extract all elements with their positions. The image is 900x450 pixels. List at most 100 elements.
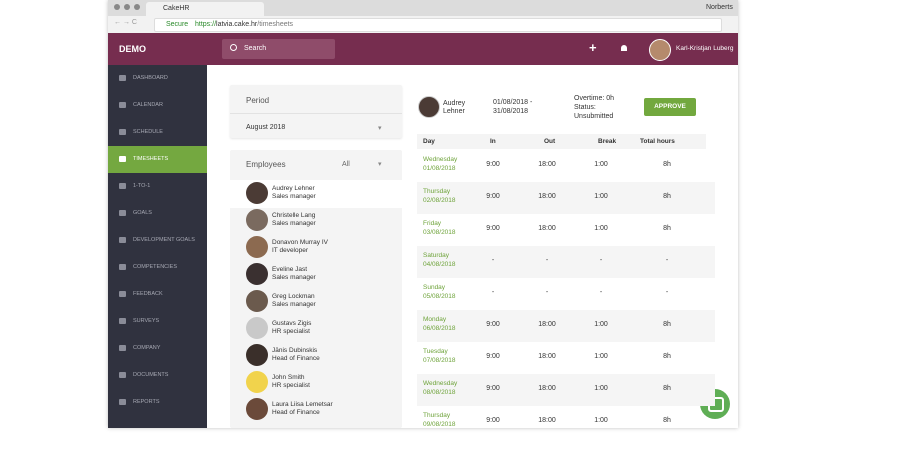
- nav-item[interactable]: GOALS: [133, 210, 152, 216]
- nav-buttons[interactable]: ← → C: [114, 19, 137, 26]
- cell-break: -: [599, 257, 603, 264]
- nav-icon[interactable]: [119, 291, 126, 297]
- nav-item[interactable]: DOCUMENTS: [133, 372, 169, 378]
- approve-button[interactable]: APPROVE: [644, 98, 696, 116]
- day-date: 09/08/2018: [423, 421, 456, 428]
- search-placeholder: Search: [244, 45, 267, 52]
- nav-icon[interactable]: [119, 372, 126, 378]
- nav-item[interactable]: DEVELOPMENT GOALS: [133, 237, 195, 243]
- employee-filter[interactable]: All: [342, 161, 350, 168]
- cell-out: 18:00: [538, 385, 556, 392]
- day-date: 08/08/2018: [423, 389, 456, 396]
- employee-role: IT developer: [272, 247, 309, 254]
- period-card: [230, 85, 402, 138]
- nav-item[interactable]: 1-TO-1: [133, 183, 151, 189]
- employee-avatar[interactable]: [246, 263, 268, 285]
- period-select[interactable]: August 2018: [246, 124, 286, 131]
- nav-icon[interactable]: [119, 264, 126, 270]
- user-avatar[interactable]: [649, 39, 671, 61]
- brand[interactable]: DEMO: [119, 44, 146, 54]
- employee-avatar[interactable]: [246, 317, 268, 339]
- employee-role: Head of Finance: [272, 409, 320, 416]
- employee-avatar[interactable]: [246, 209, 268, 231]
- employee-role: Sales manager: [272, 274, 316, 281]
- day-name: Sunday: [423, 284, 446, 291]
- cell-break: 1:00: [594, 225, 608, 232]
- employee-name[interactable]: Greg Lockman: [272, 293, 315, 300]
- day-date: 02/08/2018: [423, 197, 456, 204]
- nav-item[interactable]: SCHEDULE: [133, 129, 163, 135]
- cell-in: -: [491, 257, 495, 264]
- cell-total: 8h: [663, 225, 671, 232]
- employee-avatar[interactable]: [246, 344, 268, 366]
- nav-icon[interactable]: [119, 129, 126, 135]
- dropdown-arrow[interactable]: ▾: [378, 161, 382, 168]
- cell-total: 8h: [663, 417, 671, 424]
- cell-break: 1:00: [594, 193, 608, 200]
- tab-bar: [108, 0, 738, 16]
- tab[interactable]: [146, 2, 264, 16]
- address-bar[interactable]: [154, 18, 722, 32]
- employee-name[interactable]: John Smith: [272, 374, 305, 381]
- cell-out: -: [545, 257, 549, 264]
- day-name: Wednesday: [423, 380, 458, 387]
- nav-item[interactable]: FEEDBACK: [133, 291, 163, 297]
- cell-out: 18:00: [538, 321, 556, 328]
- nav-item[interactable]: COMPANY: [133, 345, 161, 351]
- employee-name[interactable]: Jānis Dubinskis: [272, 347, 318, 354]
- column-header: In: [490, 138, 496, 145]
- nav-item[interactable]: DASHBOARD: [133, 75, 168, 81]
- nav-item[interactable]: SURVEYS: [133, 318, 160, 324]
- employee-name[interactable]: Christelle Lang: [272, 212, 316, 219]
- day-name: Monday: [423, 316, 447, 323]
- cell-out: -: [545, 289, 549, 296]
- url-host: latvia.cake.hr: [216, 21, 258, 28]
- nav-icon[interactable]: [119, 399, 126, 405]
- cell-break: 1:00: [594, 161, 608, 168]
- row-bg: [417, 310, 715, 342]
- search-box[interactable]: [222, 39, 335, 59]
- cell-in: 9:00: [486, 321, 500, 328]
- employee-name[interactable]: Laura Liisa Lemetsar: [272, 401, 333, 408]
- last-name: Lehner: [443, 108, 465, 115]
- column-header: Day: [423, 138, 435, 145]
- nav-icon[interactable]: [119, 156, 126, 162]
- employee-avatar: [418, 96, 440, 118]
- nav-icon[interactable]: [119, 318, 126, 324]
- day-name: Saturday: [423, 252, 450, 259]
- table-header: [417, 134, 706, 149]
- employee-name[interactable]: Gustavs Zigis: [272, 320, 312, 327]
- window-controls[interactable]: [114, 4, 120, 10]
- employee-avatar[interactable]: [246, 236, 268, 258]
- secure-label: Secure: [166, 21, 189, 28]
- employee-name[interactable]: Eveline Jast: [272, 266, 308, 273]
- nav-item[interactable]: CALENDAR: [133, 102, 163, 108]
- nav-icon[interactable]: [119, 75, 126, 81]
- cell-break: -: [599, 289, 603, 296]
- browser-window: CakeHR Norberts ← → C Secure https://lat…: [108, 0, 738, 428]
- nav-icon[interactable]: [119, 345, 126, 351]
- employee-role: HR specialist: [272, 328, 310, 335]
- employee-avatar[interactable]: [246, 371, 268, 393]
- employee-name[interactable]: Donavon Murray IV: [272, 239, 328, 246]
- profile-name: Norberts: [706, 4, 733, 11]
- employee-avatar[interactable]: [246, 182, 268, 204]
- nav-icon[interactable]: [119, 210, 126, 216]
- employee-avatar[interactable]: [246, 398, 268, 420]
- bell-icon[interactable]: [621, 45, 627, 51]
- dropdown-arrow[interactable]: ▾: [378, 125, 382, 132]
- row-bg: [417, 374, 715, 406]
- nav-icon[interactable]: [119, 183, 126, 189]
- employee-name[interactable]: Audrey Lehner: [272, 185, 315, 192]
- nav-item[interactable]: REPORTS: [133, 399, 160, 405]
- nav-item[interactable]: COMPETENCIES: [133, 264, 178, 270]
- nav-item[interactable]: TIMESHEETS: [133, 156, 169, 162]
- add-button[interactable]: +: [589, 40, 597, 55]
- cell-total: -: [665, 257, 669, 264]
- day-name: Tuesday: [423, 348, 448, 355]
- day-date: 01/08/2018: [423, 165, 456, 172]
- nav-icon[interactable]: [119, 237, 126, 243]
- employee-avatar[interactable]: [246, 290, 268, 312]
- user-name[interactable]: Karl-Kristjan Luberg: [676, 45, 734, 52]
- nav-icon[interactable]: [119, 102, 126, 108]
